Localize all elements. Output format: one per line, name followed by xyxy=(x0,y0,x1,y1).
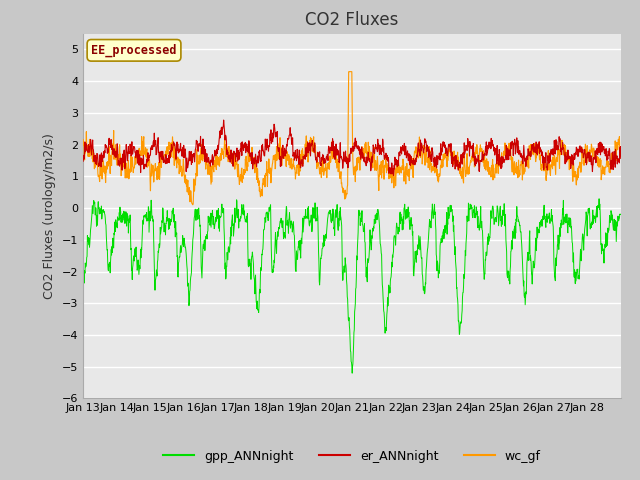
gpp_ANNnight xyxy=(79,270,87,276)
er_ANNnight xyxy=(390,172,397,178)
Y-axis label: CO2 Fluxes (urology/m2/s): CO2 Fluxes (urology/m2/s) xyxy=(44,133,56,299)
wc_gf xyxy=(558,137,566,143)
er_ANNnight xyxy=(328,140,336,145)
wc_gf xyxy=(611,150,618,156)
wc_gf xyxy=(617,154,625,159)
Line: gpp_ANNnight: gpp_ANNnight xyxy=(83,199,621,373)
gpp_ANNnight xyxy=(595,196,603,202)
gpp_ANNnight xyxy=(163,208,171,214)
wc_gf xyxy=(338,184,346,190)
gpp_ANNnight xyxy=(328,220,335,226)
er_ANNnight xyxy=(479,152,487,157)
er_ANNnight xyxy=(558,145,566,151)
gpp_ANNnight xyxy=(479,237,486,243)
gpp_ANNnight xyxy=(348,370,356,376)
Text: EE_processed: EE_processed xyxy=(92,44,177,57)
er_ANNnight xyxy=(220,117,227,123)
Line: wc_gf: wc_gf xyxy=(83,72,621,205)
gpp_ANNnight xyxy=(611,223,618,228)
Legend: gpp_ANNnight, er_ANNnight, wc_gf: gpp_ANNnight, er_ANNnight, wc_gf xyxy=(158,445,546,468)
er_ANNnight xyxy=(79,158,87,164)
gpp_ANNnight xyxy=(338,223,346,228)
wc_gf xyxy=(345,69,353,74)
wc_gf xyxy=(189,202,196,208)
wc_gf xyxy=(479,159,487,165)
er_ANNnight xyxy=(611,159,618,165)
gpp_ANNnight xyxy=(558,218,566,224)
er_ANNnight xyxy=(163,156,171,161)
wc_gf xyxy=(79,137,87,143)
Line: er_ANNnight: er_ANNnight xyxy=(83,120,621,175)
wc_gf xyxy=(328,147,336,153)
wc_gf xyxy=(163,144,171,149)
er_ANNnight xyxy=(617,156,625,161)
Title: CO2 Fluxes: CO2 Fluxes xyxy=(305,11,399,29)
er_ANNnight xyxy=(338,157,346,163)
gpp_ANNnight xyxy=(617,211,625,217)
